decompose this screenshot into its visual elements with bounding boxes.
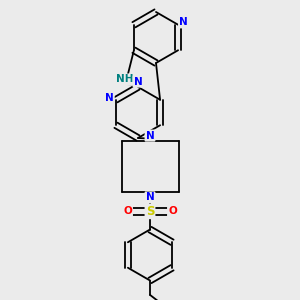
- Text: NH: NH: [116, 74, 133, 85]
- Text: O: O: [123, 206, 132, 217]
- Text: N: N: [146, 130, 154, 141]
- Text: S: S: [146, 205, 154, 218]
- Text: O: O: [168, 206, 177, 217]
- Text: N: N: [179, 17, 188, 27]
- Text: N: N: [105, 93, 114, 103]
- Text: N: N: [134, 76, 142, 87]
- Text: N: N: [146, 192, 154, 203]
